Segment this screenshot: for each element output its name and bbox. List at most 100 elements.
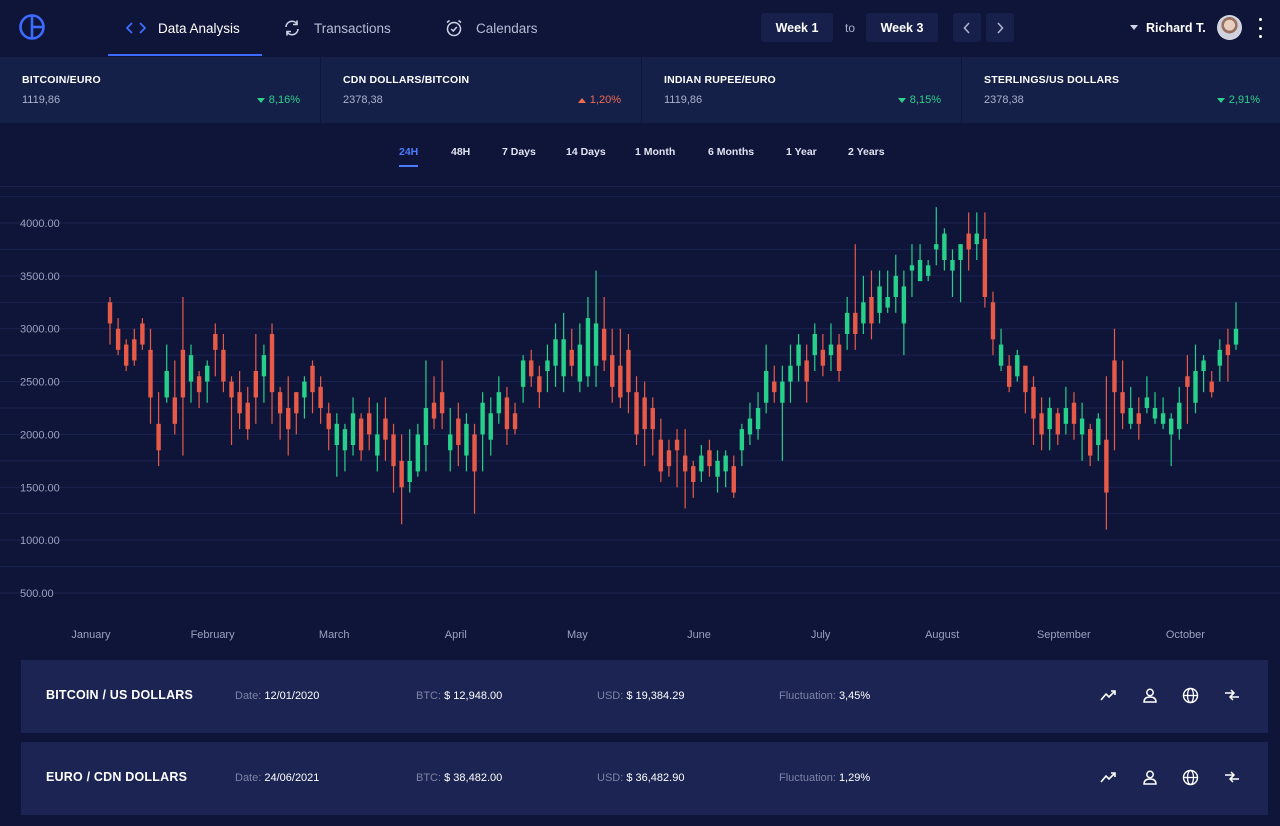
previous-week-button[interactable] bbox=[953, 13, 981, 42]
exchange-icon[interactable] bbox=[1221, 766, 1243, 788]
candle[interactable] bbox=[601, 297, 607, 371]
ticker-item[interactable]: STERLINGS/US DOLLARS 2378,38 2,91% bbox=[962, 57, 1280, 123]
candle[interactable] bbox=[1023, 365, 1028, 414]
candle[interactable] bbox=[1047, 397, 1052, 451]
candle[interactable] bbox=[674, 429, 680, 488]
pair-card[interactable]: EURO / CDN DOLLARS Date: 24/06/2021 BTC: $… bbox=[21, 742, 1268, 815]
more-options-icon[interactable] bbox=[1254, 18, 1266, 38]
candle[interactable] bbox=[1225, 328, 1231, 382]
candle[interactable] bbox=[367, 397, 372, 451]
candle[interactable] bbox=[261, 344, 267, 403]
candle[interactable] bbox=[188, 344, 194, 403]
candle[interactable] bbox=[545, 344, 550, 393]
range-tab[interactable]: 2 Years bbox=[848, 146, 885, 158]
candle[interactable] bbox=[974, 212, 979, 260]
candle[interactable] bbox=[1233, 302, 1239, 350]
candle[interactable] bbox=[480, 392, 485, 472]
candle[interactable] bbox=[164, 344, 169, 403]
candle[interactable] bbox=[844, 297, 850, 350]
tab-transactions[interactable]: Transactions bbox=[282, 0, 391, 56]
candle[interactable] bbox=[1136, 397, 1141, 440]
range-tab[interactable]: 7 Days bbox=[502, 146, 536, 158]
candle[interactable] bbox=[520, 355, 526, 403]
candle[interactable] bbox=[172, 360, 178, 435]
candle[interactable] bbox=[1112, 328, 1117, 451]
candle[interactable] bbox=[1015, 349, 1020, 382]
candle[interactable] bbox=[836, 334, 842, 382]
trend-icon[interactable] bbox=[1098, 766, 1120, 788]
candle[interactable] bbox=[448, 408, 453, 472]
globe-icon[interactable] bbox=[1179, 766, 1201, 788]
avatar[interactable] bbox=[1217, 15, 1242, 40]
candle[interactable] bbox=[302, 376, 307, 419]
candle[interactable] bbox=[1193, 344, 1198, 414]
candle[interactable] bbox=[593, 270, 599, 387]
candle[interactable] bbox=[1120, 360, 1125, 430]
candle[interactable] bbox=[925, 260, 931, 282]
candle[interactable] bbox=[982, 212, 988, 308]
candle[interactable] bbox=[893, 254, 898, 313]
trend-icon[interactable] bbox=[1098, 684, 1120, 706]
candle[interactable] bbox=[115, 318, 121, 356]
pair-card[interactable]: BITCOIN / US DOLLARS Date: 12/01/2020 BTC:… bbox=[21, 660, 1268, 733]
candle[interactable] bbox=[666, 439, 672, 477]
candle[interactable] bbox=[626, 334, 631, 414]
candle[interactable] bbox=[747, 402, 753, 445]
logo-icon[interactable] bbox=[18, 13, 46, 41]
candle[interactable] bbox=[334, 413, 340, 477]
candle[interactable] bbox=[156, 392, 161, 467]
candle[interactable] bbox=[229, 376, 234, 445]
candle[interactable] bbox=[213, 323, 218, 377]
candle[interactable] bbox=[504, 386, 510, 445]
candle[interactable] bbox=[237, 371, 242, 430]
candle[interactable] bbox=[496, 376, 502, 424]
candle[interactable] bbox=[1201, 355, 1206, 393]
candle[interactable] bbox=[1217, 339, 1222, 382]
candle[interactable] bbox=[934, 207, 939, 266]
candle[interactable] bbox=[196, 371, 202, 408]
candle[interactable] bbox=[245, 386, 250, 440]
candle[interactable] bbox=[804, 344, 809, 403]
candle[interactable] bbox=[885, 270, 890, 313]
ticker-item[interactable]: CDN DOLLARS/BITCOIN 2378,38 1,20% bbox=[321, 57, 641, 123]
candle[interactable] bbox=[739, 423, 745, 467]
candle[interactable] bbox=[618, 328, 623, 408]
candle[interactable] bbox=[277, 386, 283, 440]
candle[interactable] bbox=[423, 360, 429, 472]
ticker-item[interactable]: BITCOIN/EURO 1119,86 8,16% bbox=[0, 57, 320, 123]
candle[interactable] bbox=[342, 423, 348, 472]
candle[interactable] bbox=[488, 397, 493, 456]
week-to-select[interactable]: Week 3 bbox=[866, 13, 938, 42]
candle[interactable] bbox=[788, 344, 793, 403]
candle[interactable] bbox=[124, 339, 129, 371]
candle[interactable] bbox=[958, 244, 963, 303]
candle[interactable] bbox=[415, 423, 421, 477]
tab-calendars[interactable]: Calendars bbox=[444, 0, 538, 56]
candle[interactable] bbox=[1160, 397, 1166, 430]
candle[interactable] bbox=[399, 434, 404, 525]
candle[interactable] bbox=[1071, 392, 1077, 440]
candle[interactable] bbox=[326, 402, 331, 451]
ticker-item[interactable]: INDIAN RUPEE/EURO 1119,86 8,15% bbox=[642, 57, 961, 123]
candle[interactable] bbox=[1055, 408, 1060, 445]
candle[interactable] bbox=[529, 349, 534, 387]
tab-data-analysis[interactable]: Data Analysis bbox=[108, 0, 262, 56]
candle[interactable] bbox=[439, 360, 445, 430]
candle[interactable] bbox=[901, 270, 907, 356]
candle[interactable] bbox=[456, 402, 461, 467]
candle[interactable] bbox=[431, 376, 437, 430]
candle[interactable] bbox=[650, 397, 655, 456]
user-icon[interactable] bbox=[1139, 766, 1161, 788]
globe-icon[interactable] bbox=[1179, 684, 1201, 706]
candle[interactable] bbox=[763, 344, 769, 414]
candle[interactable] bbox=[132, 328, 137, 366]
range-tab[interactable]: 1 Month bbox=[635, 146, 676, 158]
candle[interactable] bbox=[148, 328, 153, 424]
range-tab[interactable]: 48H bbox=[451, 146, 471, 158]
exchange-icon[interactable] bbox=[1221, 684, 1243, 706]
candle[interactable] bbox=[828, 323, 834, 371]
candle[interactable] bbox=[1104, 376, 1109, 530]
candle[interactable] bbox=[699, 445, 704, 482]
candle[interactable] bbox=[691, 460, 696, 498]
candle[interactable] bbox=[205, 360, 210, 403]
